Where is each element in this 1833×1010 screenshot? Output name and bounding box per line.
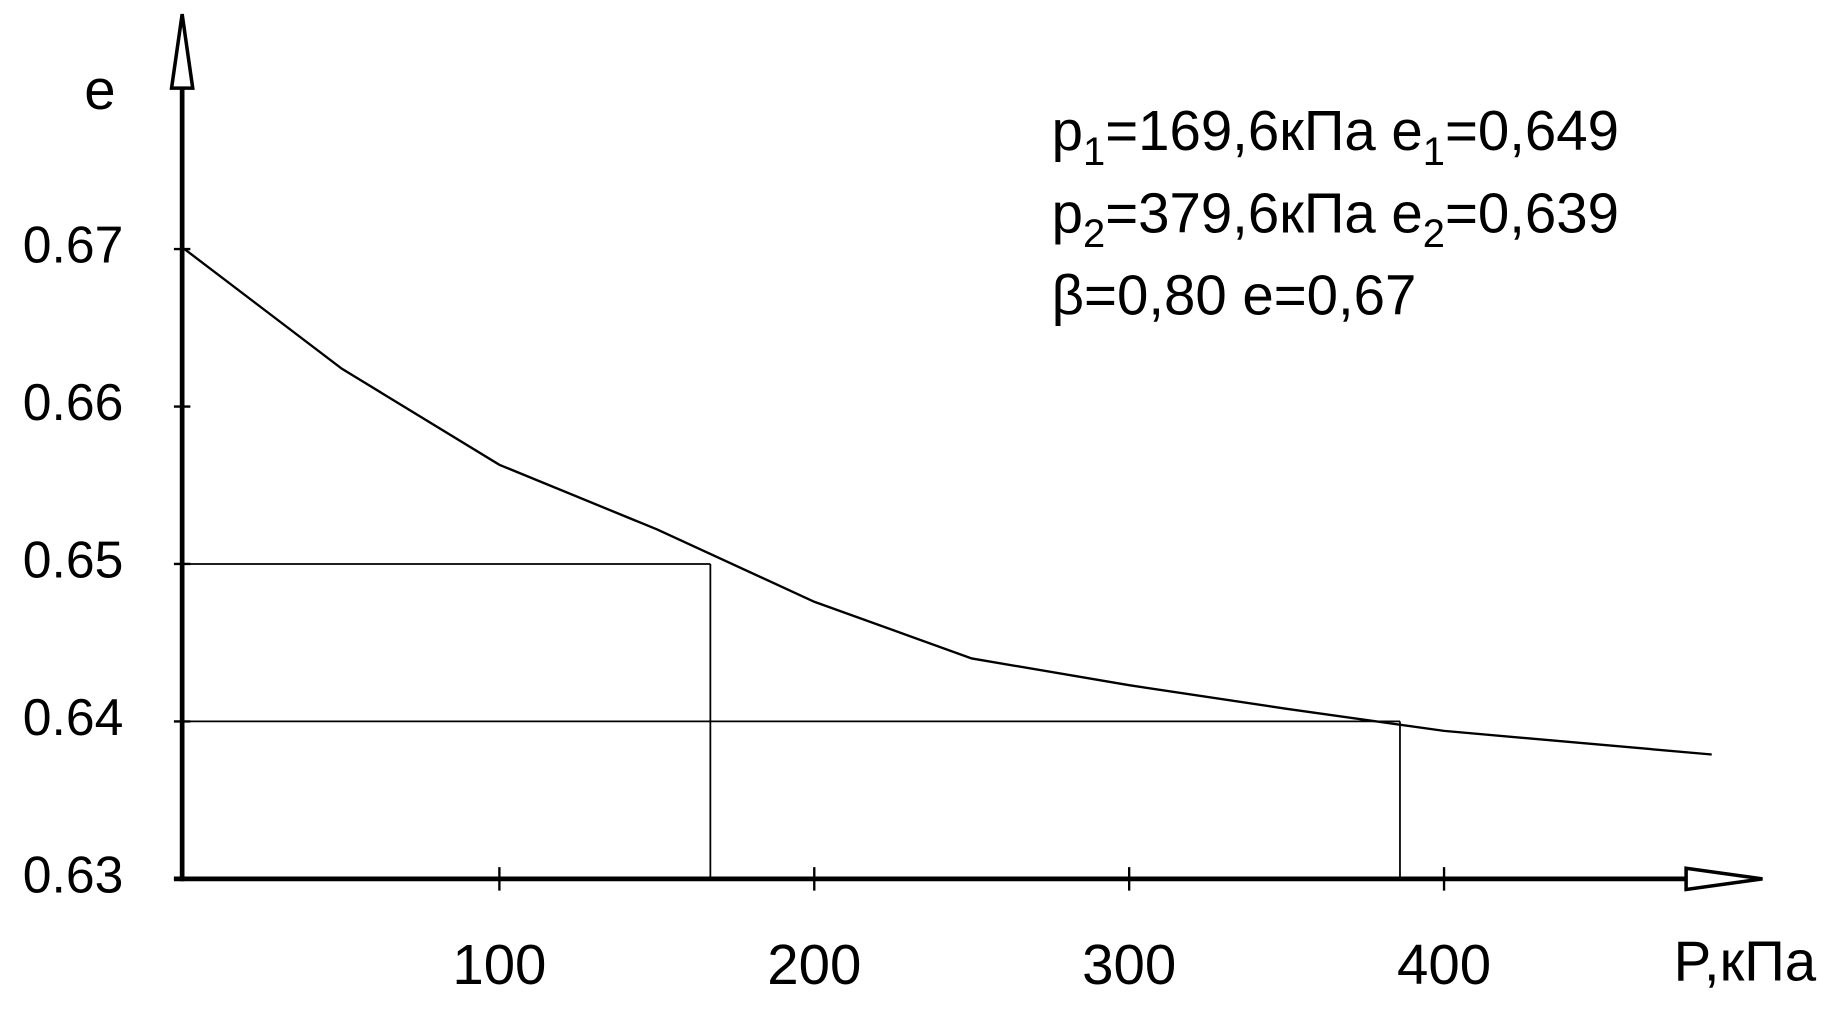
annotation-text: β=0,80 e=0,67 xyxy=(1052,264,1417,327)
x-tick-label: 100 xyxy=(452,933,546,996)
x-arrow xyxy=(1684,866,1763,892)
annotation: p1=169,6кПа e1=0,649 xyxy=(1052,99,1619,173)
annotation: p2=379,6кПа e2=0,639 xyxy=(1052,181,1619,255)
x-tick-label: 300 xyxy=(1082,933,1176,996)
annotation-subscript: 2 xyxy=(1423,212,1445,256)
annotation-text: =0,649 xyxy=(1445,99,1619,162)
annotation-text: p xyxy=(1052,99,1083,162)
x-tick-label: 200 xyxy=(767,933,861,996)
x-axis-label: P,кПа xyxy=(1674,930,1817,993)
plot-area: 0.63 0.64 0.65 0.66 0.67 100 200 300 400 xyxy=(23,216,1712,996)
annotation-text: =379,6кПа e xyxy=(1105,181,1423,244)
annotation-subscript: 1 xyxy=(1423,129,1445,173)
annotation-text: p xyxy=(1052,181,1083,244)
curve xyxy=(183,248,1712,756)
y-tick-label: 0.67 xyxy=(23,216,124,274)
annotation: β=0,80 e=0,67 xyxy=(1052,264,1417,327)
annotation-text: =0,639 xyxy=(1445,181,1619,244)
y-arrow xyxy=(169,13,195,90)
y-axis-label: e xyxy=(84,58,115,121)
y-tick-label: 0.63 xyxy=(23,846,124,904)
y-tick-label: 0.64 xyxy=(23,688,124,746)
annotation-subscript: 1 xyxy=(1083,129,1105,173)
x-tick-label: 400 xyxy=(1397,933,1491,996)
y-tick-label: 0.65 xyxy=(23,531,124,589)
y-tick-label: 0.66 xyxy=(23,373,124,431)
annotation-subscript: 2 xyxy=(1083,212,1105,256)
annotation-text: =169,6кПа e xyxy=(1105,99,1423,162)
